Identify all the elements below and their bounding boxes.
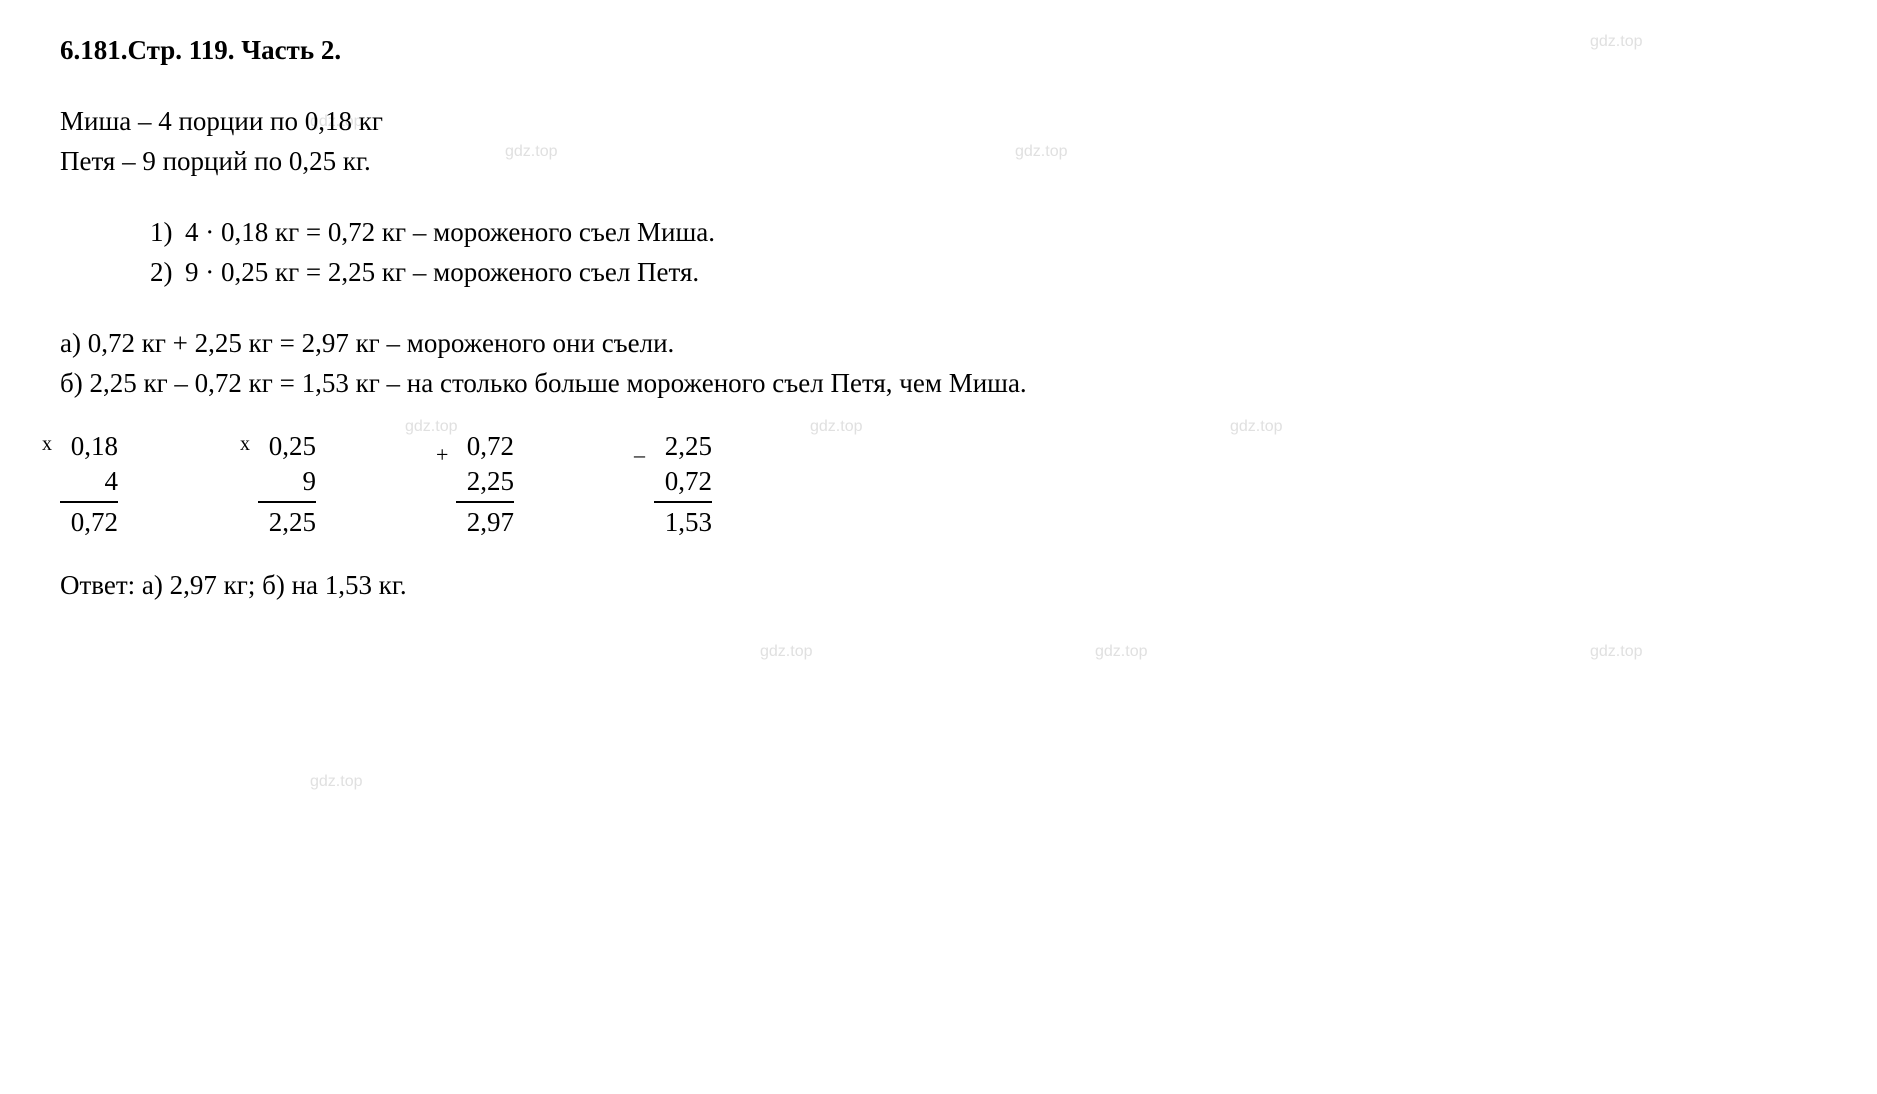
- calc-3: + 0,72 2,25 2,97: [456, 429, 514, 540]
- calc-1: x 0,18 4 0,72: [60, 429, 118, 540]
- step-1-text: 4 · 0,18 кг = 0,72 кг – мороженого съел …: [185, 212, 715, 253]
- calc-2-op: x: [240, 431, 250, 457]
- watermark-text: gdz.top: [760, 640, 812, 664]
- calc-4-top: 2,25: [654, 429, 712, 464]
- part-b: б) 2,25 кг – 0,72 кг = 1,53 кг – на стол…: [60, 363, 1817, 404]
- calc-4: – 2,25 0,72 1,53: [654, 429, 712, 540]
- calculations-row: x 0,18 4 0,72 x 0,25 9 2,25 + 0,72 2,25 …: [60, 429, 1817, 540]
- step-2-num: 2): [150, 252, 185, 293]
- watermark-text: gdz.top: [1095, 640, 1147, 664]
- calc-2: x 0,25 9 2,25: [258, 429, 316, 540]
- letter-block: а) 0,72 кг + 2,25 кг = 2,97 кг – морожен…: [60, 323, 1817, 404]
- given-line-2: Петя – 9 порций по 0,25 кг.: [60, 141, 1817, 182]
- calc-1-op: x: [42, 431, 52, 457]
- numbered-steps: 1) 4 · 0,18 кг = 0,72 кг – мороженого съ…: [150, 212, 1817, 293]
- step-2: 2) 9 · 0,25 кг = 2,25 кг – мороженого съ…: [150, 252, 1817, 293]
- calc-3-op: +: [436, 441, 448, 470]
- step-1-num: 1): [150, 212, 185, 253]
- calc-3-bottom: 2,25: [456, 464, 514, 503]
- calc-3-top: 0,72: [456, 429, 514, 464]
- step-2-text: 9 · 0,25 кг = 2,25 кг – мороженого съел …: [185, 252, 699, 293]
- calc-3-result: 2,97: [456, 505, 514, 540]
- calc-4-result: 1,53: [654, 505, 712, 540]
- calc-1-top: 0,18: [60, 429, 118, 464]
- calc-4-op: –: [634, 441, 645, 470]
- given-line-1: Миша – 4 порции по 0,18 кг: [60, 101, 1817, 142]
- calc-1-result: 0,72: [60, 505, 118, 540]
- calc-2-result: 2,25: [258, 505, 316, 540]
- part-a: а) 0,72 кг + 2,25 кг = 2,97 кг – морожен…: [60, 323, 1817, 364]
- given-block: Миша – 4 порции по 0,18 кг Петя – 9 порц…: [60, 101, 1817, 182]
- watermark-text: gdz.top: [1590, 640, 1642, 664]
- calc-4-bottom: 0,72: [654, 464, 712, 503]
- answer: Ответ: а) 2,97 кг; б) на 1,53 кг.: [60, 565, 1817, 606]
- exercise-header: 6.181.Стр. 119. Часть 2.: [60, 30, 1817, 71]
- step-1: 1) 4 · 0,18 кг = 0,72 кг – мороженого съ…: [150, 212, 1817, 253]
- calc-2-bottom: 9: [258, 464, 316, 503]
- calc-2-top: 0,25: [258, 429, 316, 464]
- calc-1-bottom: 4: [60, 464, 118, 503]
- watermark-text: gdz.top: [310, 770, 362, 794]
